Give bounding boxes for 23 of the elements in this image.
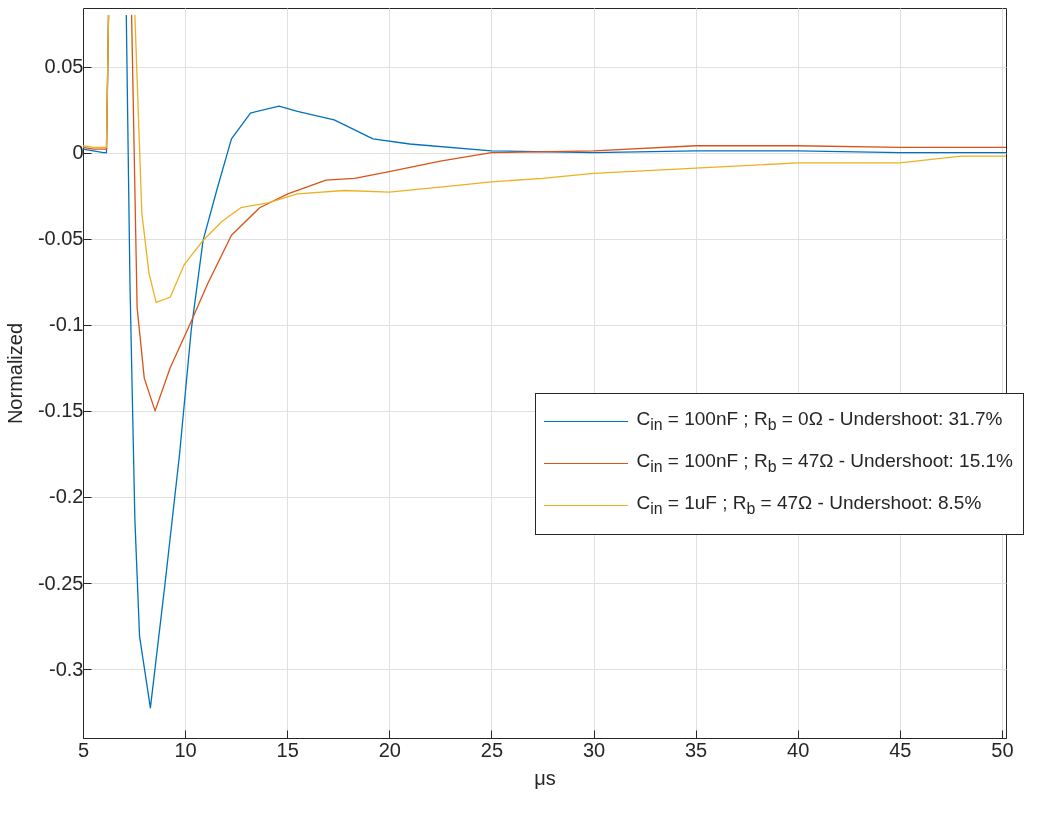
legend-label: C$_{in}$ = 100nF ; R$_{b}$ = 47Ω - Undershoot: 15.1% bbox=[636, 450, 1013, 476]
y-tick-label: 0.05 bbox=[44, 55, 84, 78]
x-tick-label: 20 bbox=[378, 738, 401, 761]
x-tick-label: 15 bbox=[276, 738, 299, 761]
y-tick-label: -0.05 bbox=[37, 227, 84, 250]
y-tick-label: 0 bbox=[72, 141, 84, 164]
x-tick-label: 5 bbox=[77, 738, 90, 761]
legend-label: C$_{in}$ = 100nF ; R$_{b}$ = 0Ω - Undershoot: 31.7% bbox=[636, 408, 1003, 434]
y-tick-label: -0.25 bbox=[37, 571, 84, 594]
y-tick-label: -0.15 bbox=[37, 399, 84, 422]
x-tick-label: 35 bbox=[684, 738, 708, 761]
x-tick-label: 25 bbox=[480, 738, 504, 761]
x-tick-label: 50 bbox=[991, 738, 1014, 761]
x-tick-label: 10 bbox=[174, 738, 197, 761]
y-tick-label: -0.1 bbox=[49, 313, 84, 336]
y-tick-label: -0.2 bbox=[49, 485, 84, 508]
y-axis-title: Normalized bbox=[3, 322, 26, 425]
x-tick-label: 40 bbox=[787, 738, 810, 761]
x-tick-label: 30 bbox=[582, 738, 606, 761]
x-tick-label: 45 bbox=[889, 738, 912, 761]
y-tick-label: -0.3 bbox=[49, 657, 84, 680]
x-axis-title: μs bbox=[534, 766, 556, 789]
legend-label: C$_{in}$ = 1uF ; R$_{b}$ = 47Ω - Undershoot: 8.5% bbox=[636, 492, 982, 518]
